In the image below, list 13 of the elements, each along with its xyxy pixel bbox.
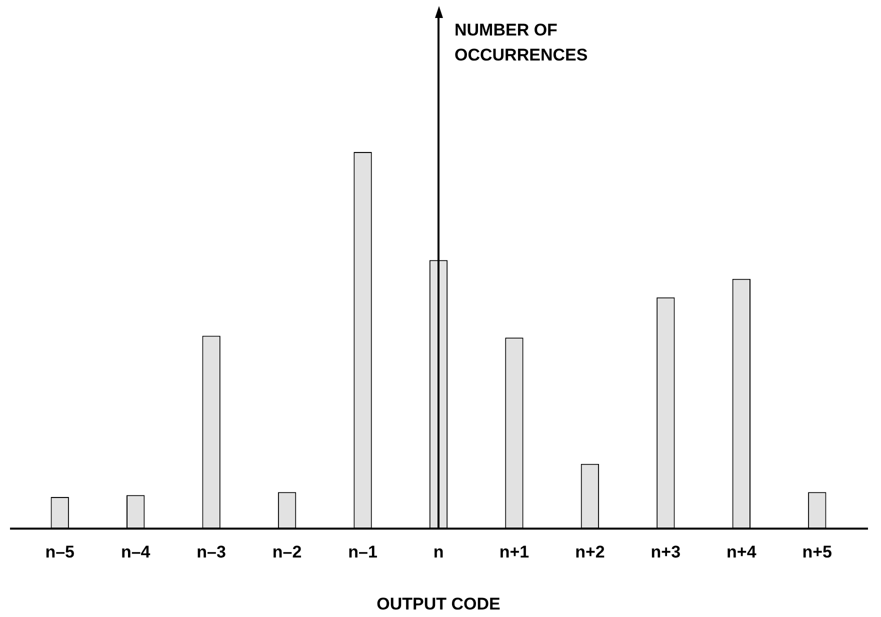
x-tick-label: n+5 [802, 542, 832, 562]
x-tick-label: n+3 [650, 542, 681, 562]
x-tick-label: n [433, 542, 444, 562]
x-tick-label: n–2 [272, 542, 302, 562]
x-tick-label: n–1 [348, 542, 378, 562]
x-tick-label: n+4 [726, 542, 757, 562]
x-tick-label: n–5 [45, 542, 75, 562]
x-axis-title: OUTPUT CODE [376, 594, 500, 614]
text: NUMBER OF OCCURRENCES [454, 20, 588, 65]
x-tick-label: n+1 [499, 542, 530, 562]
x-tick-label: n–4 [120, 542, 151, 562]
x-tick-label: n+2 [575, 542, 605, 562]
x-tick-label: n–3 [196, 542, 226, 562]
